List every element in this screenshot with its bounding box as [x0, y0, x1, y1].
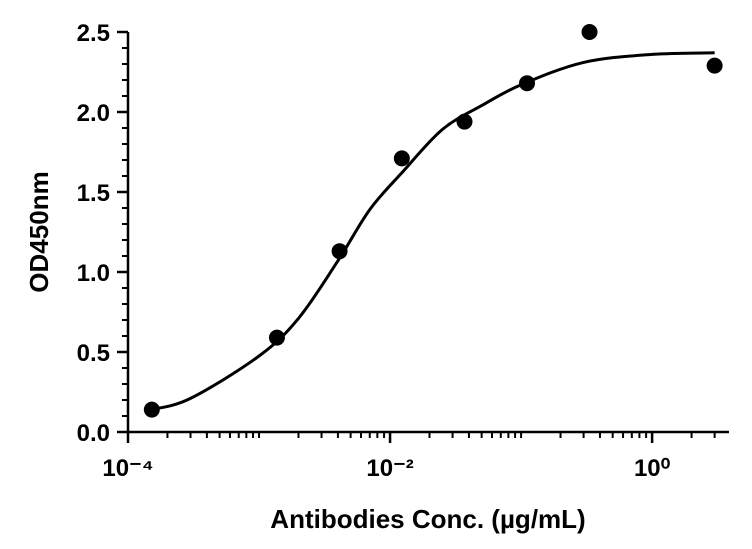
data-point: [456, 113, 473, 130]
y-axis-title: OD450nm: [24, 171, 54, 292]
fit-curve: [150, 51, 715, 412]
x-axis-title: Antibodies Conc. (µg/mL): [270, 504, 585, 534]
data-point: [393, 150, 410, 167]
data-point: [268, 329, 285, 346]
y-tick-label: 0.0: [77, 420, 110, 447]
data-point: [519, 75, 536, 92]
data-point: [331, 243, 348, 260]
y-tick-label: 1.5: [77, 180, 110, 207]
x-tick-label: 10⁰: [634, 455, 671, 482]
y-tick-label: 2.5: [77, 20, 110, 47]
y-tick-label: 0.5: [77, 340, 110, 367]
x-tick-label: 10⁻²: [366, 455, 413, 482]
data-point: [581, 24, 598, 40]
x-tick-label: 10⁻⁴: [102, 455, 153, 482]
data-point: [143, 401, 160, 418]
y-tick-label: 2.0: [77, 100, 110, 127]
data-point: [706, 57, 723, 74]
y-tick-label: 1.0: [77, 260, 110, 287]
